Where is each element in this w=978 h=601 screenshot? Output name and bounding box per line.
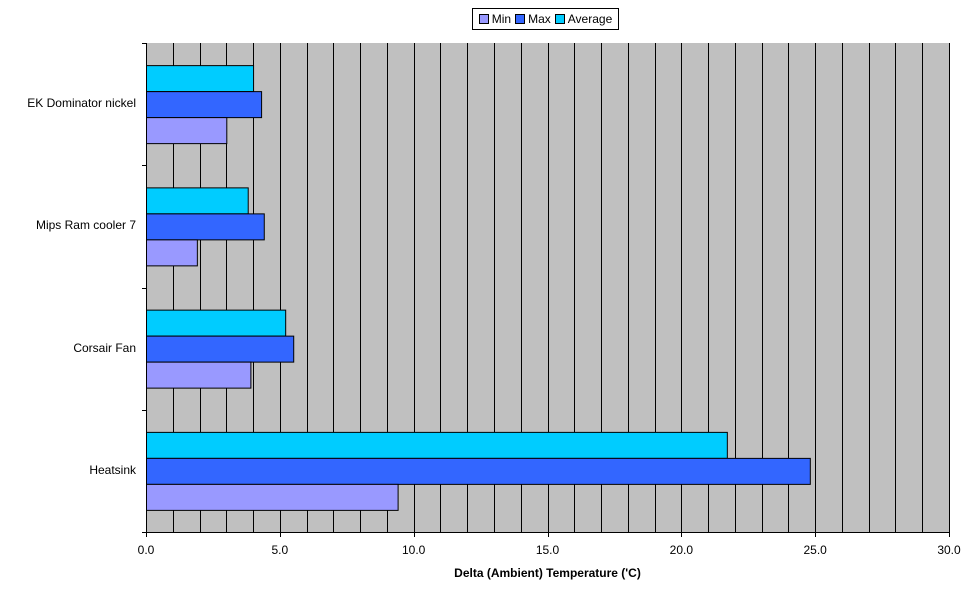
category-label: Heatsink: [89, 462, 136, 477]
bar-max: [146, 335, 295, 363]
bar-average: [146, 65, 255, 93]
bar-min: [146, 483, 399, 511]
legend-label-max: Max: [528, 12, 551, 26]
x-tick-label: 0.0: [137, 543, 155, 557]
x-tick-label: 20.0: [669, 543, 694, 557]
bar-average: [146, 187, 249, 215]
bar-max: [146, 91, 263, 119]
bar-min: [146, 361, 252, 389]
legend-item-max: Max: [515, 12, 551, 26]
category-label: Corsair Fan: [73, 340, 136, 355]
bar-max: [146, 457, 811, 485]
category-label: EK Dominator nickel: [27, 96, 136, 111]
x-tick-label: 15.0: [535, 543, 560, 557]
legend-item-average: Average: [554, 12, 613, 26]
legend-item-min: Min: [478, 12, 512, 26]
x-tick-label: 5.0: [271, 543, 289, 557]
x-axis-title: Delta (Ambient) Temperature ('C): [454, 566, 641, 580]
x-tick-label: 30.0: [937, 543, 961, 557]
legend: Min Max Average: [472, 8, 619, 30]
x-tick-label: 25.0: [803, 543, 827, 557]
legend-swatch-min: [478, 14, 489, 24]
bar-max: [146, 213, 265, 241]
bar-min: [146, 117, 228, 145]
legend-label-min: Min: [491, 12, 512, 26]
legend-swatch-max: [515, 14, 526, 24]
bar-average: [146, 431, 728, 459]
legend-swatch-average: [554, 14, 565, 24]
legend-label-average: Average: [567, 12, 613, 26]
bar-min: [146, 239, 198, 267]
category-label: Mips Ram cooler 7: [35, 218, 136, 233]
bar-average: [146, 309, 287, 337]
x-tick-label: 10.0: [401, 543, 426, 557]
